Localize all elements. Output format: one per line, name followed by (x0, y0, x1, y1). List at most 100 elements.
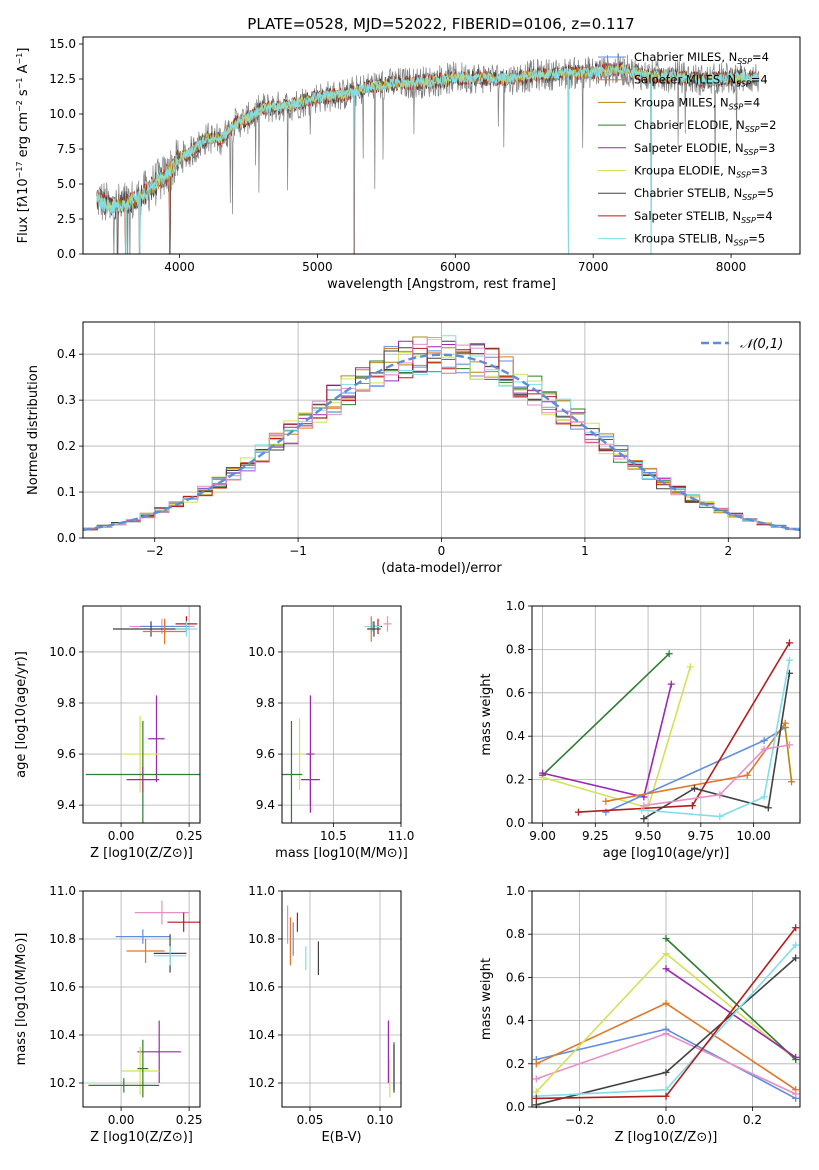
weight-marker (688, 802, 696, 810)
y-tick-label: 0.2 (506, 1057, 525, 1071)
y-axis-label: Flux [fλ10−17 erg cm−2 s−1 A−1] (15, 48, 31, 244)
legend-entry: Chabrier MILES, NSSP=4 (634, 50, 769, 66)
data-point (367, 621, 381, 637)
x-tick-label: 7000 (578, 260, 609, 274)
weight-marker (792, 1090, 800, 1098)
weight-line (641, 660, 791, 818)
y-tick-label: 9.6 (57, 747, 76, 761)
y-tick-label: 10.2 (49, 1076, 76, 1090)
y-tick-label: 0.0 (57, 247, 76, 261)
weight-marker (760, 793, 768, 801)
x-tick-label: 0.05 (297, 1113, 324, 1127)
y-tick-label: 10.0 (248, 645, 275, 659)
x-axis-label: age [log10(age/yr)] (603, 846, 730, 861)
weight-marker (662, 950, 670, 958)
x-tick-label: 8000 (716, 260, 747, 274)
y-tick-label: 1.0 (506, 599, 525, 613)
gaussian-curve (83, 353, 800, 532)
data-point (137, 1020, 181, 1083)
data-point (153, 946, 187, 966)
weight-marker (532, 1094, 540, 1102)
residuals-histogram-panel: −2 −1 0 1 2 0.0 0.1 0.2 0.3 0.4 (data-model)/error… (26, 321, 801, 576)
weight-marker (640, 802, 648, 810)
weight-line (542, 653, 670, 776)
y-tick-label: 10.0 (49, 645, 76, 659)
weight-line (643, 744, 790, 807)
y-tick-label: 1.0 (506, 884, 525, 898)
x-tick-label: 11.0 (388, 829, 415, 843)
data-point (137, 1039, 149, 1098)
histograms (83, 335, 800, 532)
weight-marker (667, 680, 675, 688)
mass-vs-metallicity-panel: 0.00 0.25 10.2 10.4 10.6 10.8 11.0 Z [log10(Z/Z… (14, 884, 202, 1145)
mass-weight-vs-age-panel: 9.00 9.25 9.50 9.75 10.00 0.0 0.2 0.4 0.6 0.8 1.0 a… (479, 599, 801, 861)
y-tick-label: 15.0 (49, 37, 76, 51)
weight-marker (574, 808, 582, 816)
y-tick-label: 0.2 (506, 773, 525, 787)
weight-marker (662, 935, 670, 943)
data-point (167, 912, 200, 932)
y-tick-label: 11.0 (49, 884, 76, 898)
weight-marker (785, 656, 793, 664)
weight-marker (788, 778, 796, 786)
y-axis-label: age [log10(age/yr)] (14, 651, 29, 778)
weight-marker (662, 1092, 670, 1100)
figure-title: PLATE=0528, MJD=52022, FIBERID=0106, z=0… (247, 15, 634, 33)
data-point (142, 618, 187, 645)
x-axis-label: Z [log10(Z/Z⊙)] (90, 846, 193, 861)
legend: Chabrier MILES, NSSP=4 Salpeter MILES, NS… (598, 50, 776, 248)
axes-frame (281, 605, 402, 824)
data-point (383, 616, 392, 632)
data-point (175, 621, 198, 637)
x-axis-label: E(B-V) (321, 1130, 361, 1145)
mass-vs-ebv-panel: 0.05 0.10 10.2 10.4 10.6 10.8 11.0 E(B-V) (248, 884, 402, 1145)
x-axis-label: (data-model)/error (381, 561, 502, 576)
x-axis-label: Z [log10(Z/Z⊙)] (90, 1130, 193, 1145)
y-tick-label: 0.2 (57, 439, 76, 453)
y-axis-label: mass weight (479, 673, 494, 755)
weight-marker (792, 924, 800, 932)
y-tick-label: 9.4 (57, 798, 76, 812)
axes-frame (531, 890, 801, 1108)
y-tick-label: 0.3 (57, 393, 76, 407)
y-axis-label: mass [log10(M/M⊙)] (14, 933, 29, 1066)
x-tick-label: 2 (724, 544, 732, 558)
weight-marker (662, 1030, 670, 1038)
y-tick-label: 0.4 (506, 729, 525, 743)
weight-marker (792, 941, 800, 949)
weight-marker (602, 797, 610, 805)
y-tick-label: 9.8 (57, 696, 76, 710)
y-axis-label: Normed distribution (26, 365, 41, 495)
weight-marker (792, 954, 800, 962)
x-axis-label: wavelength [Angstrom, rest frame] (327, 277, 556, 292)
weight-marker (760, 745, 768, 753)
weight-marker (792, 1053, 800, 1061)
legend-entry: 𝒩(0,1) (740, 337, 783, 352)
y-tick-label: 10.4 (248, 1028, 275, 1042)
weight-line (784, 727, 793, 782)
x-tick-label: 9.25 (582, 829, 609, 843)
spectrum-panel: 4000 5000 6000 7000 8000 0.0 2.5 5.0 7.5 10.0 12.5… (15, 36, 801, 292)
weight-marker (690, 784, 698, 792)
data-point (148, 695, 165, 783)
weight-marker (662, 1068, 670, 1076)
weight-marker (743, 771, 751, 779)
error-bars (282, 616, 392, 823)
data-point (282, 720, 303, 823)
error-bars (88, 900, 200, 1098)
axes-frame (281, 890, 402, 1108)
weight-line (665, 937, 797, 1061)
weight-lines (539, 639, 796, 823)
y-tick-label: 0.0 (506, 816, 525, 830)
spectrum-lines (96, 52, 760, 254)
y-tick-label: 9.6 (256, 747, 275, 761)
y-tick-label: 0.8 (506, 927, 525, 941)
weight-marker (764, 804, 772, 812)
weight-marker (716, 812, 724, 820)
x-tick-label: 10.00 (736, 829, 770, 843)
x-tick-label: −1 (289, 544, 307, 558)
x-tick-label: 0.00 (108, 829, 135, 843)
x-tick-label: 4000 (164, 260, 195, 274)
y-tick-label: 10.8 (49, 932, 76, 946)
weight-marker (716, 791, 724, 799)
